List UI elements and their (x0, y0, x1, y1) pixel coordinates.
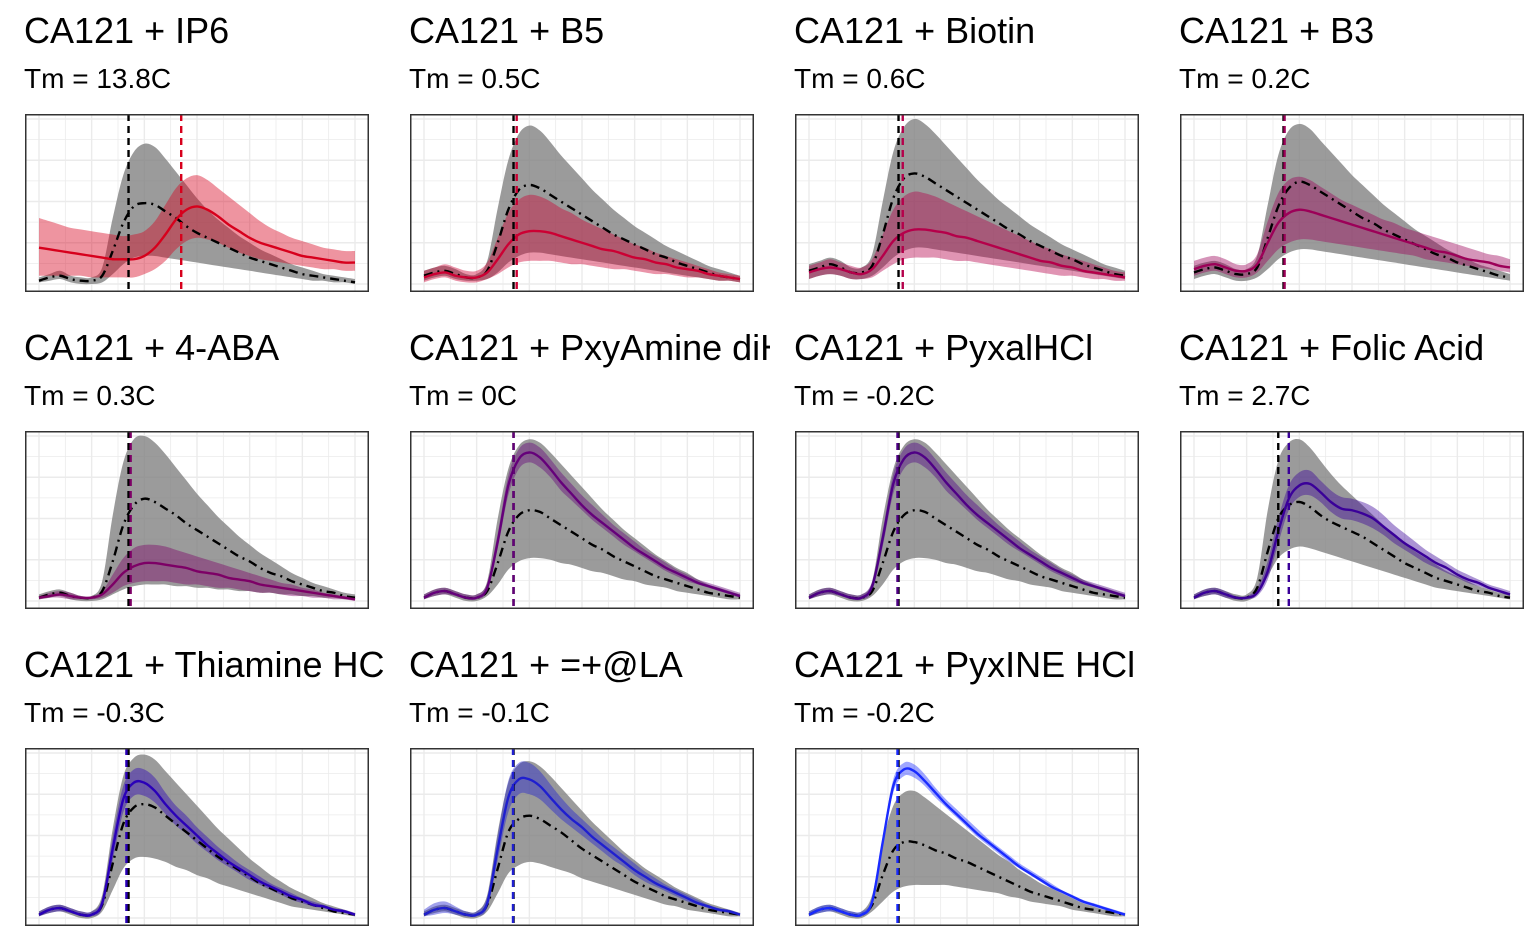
facet-panel: CA121 + PyxINE HCl Tm = -0.2C (770, 634, 1155, 951)
plot-area (795, 431, 1139, 609)
facet-title: CA121 + PyxalHCl (794, 327, 1094, 368)
facet-subtitle: Tm = 0.5C (409, 63, 541, 94)
sample-mean-line (38, 779, 356, 917)
sample-mean-line (808, 228, 1126, 279)
reference-mean-line (423, 508, 741, 600)
facet-title: CA121 + PxyAmine diHCl (409, 327, 770, 368)
plot-area (795, 748, 1139, 926)
facet-panel: CA121 + Folic Acid Tm = 2.7C (1155, 317, 1540, 634)
reference-ribbon (424, 125, 740, 283)
sample-ribbon (809, 191, 1125, 281)
panel-border (410, 431, 754, 609)
reference-ribbon (809, 118, 1125, 280)
reference-mean-line (38, 201, 356, 284)
sample-ribbon (424, 194, 740, 283)
facet-subtitle: Tm = -0.1C (409, 697, 550, 728)
plot-area (1180, 114, 1524, 292)
facet-title: CA121 + PyxINE HCl (794, 644, 1136, 685)
plot-area (410, 114, 754, 292)
facet-title: CA121 + Biotin (794, 10, 1036, 51)
plot-area (795, 114, 1139, 292)
sample-ribbon (424, 442, 740, 601)
panel-border (410, 114, 754, 292)
facet-title: CA121 + Folic Acid (1179, 327, 1485, 368)
reference-ribbon (1194, 438, 1510, 602)
facet-subtitle: Tm = -0.3C (24, 697, 165, 728)
facet-subtitle: Tm = 0.2C (1179, 63, 1311, 94)
facet-panel: CA121 + PyxalHCl Tm = -0.2C (770, 317, 1155, 634)
facet-subtitle: Tm = -0.2C (794, 697, 935, 728)
facet-subtitle: Tm = -0.2C (794, 380, 935, 411)
reference-ribbon (809, 790, 1125, 919)
plot-area (25, 114, 369, 292)
panel-border (25, 114, 369, 292)
sample-mean-line (38, 561, 356, 601)
plot-area (1180, 431, 1524, 609)
reference-mean-line (808, 508, 1126, 600)
facet-title: CA121 + 4-ABA (24, 327, 280, 368)
facet-panel: CA121 + B3 Tm = 0.2C (1155, 0, 1540, 317)
facet-subtitle: Tm = 2.7C (1179, 380, 1311, 411)
panel-border (1180, 431, 1524, 609)
reference-ribbon (424, 761, 740, 919)
reference-mean-line (1193, 500, 1511, 600)
sample-mean-line (1193, 482, 1511, 600)
facet-title: CA121 + IP6 (24, 10, 230, 51)
panel-border (25, 431, 369, 609)
facet-title: CA121 + =+@LA (409, 644, 683, 685)
reference-ribbon (39, 143, 355, 285)
sample-mean-line (423, 229, 741, 281)
sample-ribbon (39, 767, 355, 918)
reference-ribbon (1194, 123, 1510, 282)
panel-border (410, 748, 754, 926)
facet-panel: CA121 + IP6 Tm = 13.8C (0, 0, 385, 317)
facet-panel: CA121 + Thiamine HCl Tm = -0.3C (0, 634, 385, 951)
facet-title: CA121 + B5 (409, 10, 605, 51)
reference-mean-line (808, 840, 1126, 917)
facet-subtitle: Tm = 0.3C (24, 380, 156, 411)
plot-area (25, 748, 369, 926)
panel-border (25, 748, 369, 926)
facet-panel: CA121 + 4-ABA Tm = 0.3C (0, 317, 385, 634)
facet-title: CA121 + B3 (1179, 10, 1375, 51)
sample-mean-line (808, 767, 1126, 918)
sample-ribbon (809, 442, 1125, 601)
reference-mean-line (38, 802, 356, 917)
sample-mean-line (423, 776, 741, 917)
panel-border (795, 431, 1139, 609)
reference-mean-line (808, 172, 1126, 277)
reference-mean-line (423, 183, 741, 281)
facet-subtitle: Tm = 13.8C (24, 63, 172, 94)
facet-subtitle: Tm = 0C (409, 380, 518, 411)
sample-mean-line (423, 451, 741, 600)
reference-mean-line (423, 814, 741, 917)
facet-title: CA121 + Thiamine HCl (24, 644, 385, 685)
reference-ribbon (424, 439, 740, 602)
panel-border (795, 748, 1139, 926)
panel-border (1180, 114, 1524, 292)
sample-ribbon (39, 175, 355, 278)
reference-mean-line (38, 497, 356, 600)
plot-area (410, 748, 754, 926)
facet-panel: CA121 + B5 Tm = 0.5C (385, 0, 770, 317)
facet-panel: CA121 + Biotin Tm = 0.6C (770, 0, 1155, 317)
sample-mean-line (808, 451, 1126, 600)
reference-mean-line (1193, 180, 1511, 279)
plot-area (25, 431, 369, 609)
reference-ribbon (39, 435, 355, 602)
facet-subtitle: Tm = 0.6C (794, 63, 926, 94)
facet-panel: CA121 + PxyAmine diHCl Tm = 0C (385, 317, 770, 634)
plot-area (410, 431, 754, 609)
panel-border (795, 114, 1139, 292)
reference-ribbon (809, 439, 1125, 602)
sample-mean-line (38, 205, 356, 264)
sample-mean-line (1193, 208, 1511, 273)
facet-panel: CA121 + =+@LA Tm = -0.1C (385, 634, 770, 951)
